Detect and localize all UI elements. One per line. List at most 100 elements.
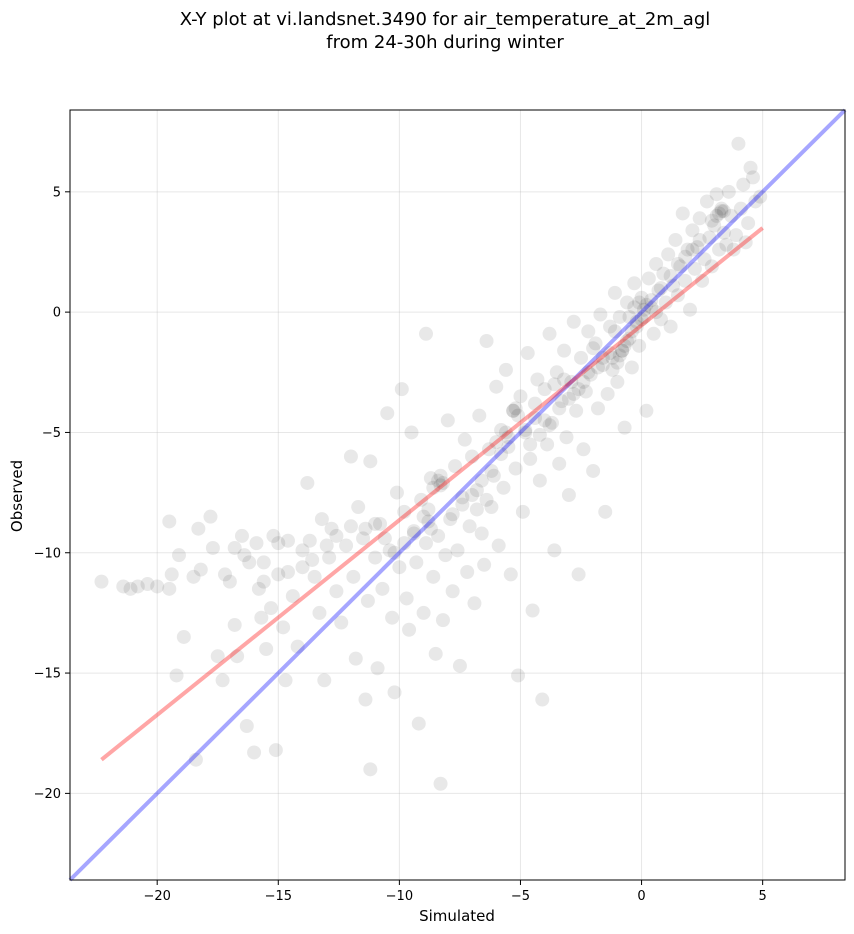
scatter-point (571, 382, 586, 397)
scatter-point (404, 425, 419, 440)
scatter-point (234, 528, 249, 543)
scatter-point (692, 232, 707, 247)
scatter-point (547, 377, 562, 392)
scatter-point (542, 418, 557, 433)
scatter-point (346, 569, 361, 584)
x-tick-label: 5 (759, 889, 767, 904)
scatter-point (695, 273, 710, 288)
scatter-point (406, 524, 421, 539)
scatter-point (501, 439, 516, 454)
scatter-point (280, 565, 295, 579)
scatter-point (484, 463, 499, 478)
scatter-point (646, 326, 661, 341)
scatter-point (368, 516, 383, 531)
scatter-point (697, 252, 712, 267)
scatter-point (590, 360, 605, 375)
scatter-point (525, 603, 540, 618)
scatter-point (632, 338, 647, 353)
scatter-point (532, 427, 547, 442)
scatter-point (169, 668, 184, 683)
scatter-point (649, 305, 664, 320)
scatter-point (176, 629, 191, 644)
scatter-point (644, 293, 659, 308)
scatter-point (435, 475, 450, 490)
scatter-point (574, 350, 589, 365)
scatter-point (307, 569, 322, 584)
scatter-point (445, 507, 460, 522)
scatter-point (523, 437, 538, 452)
scatter-point (423, 471, 438, 486)
scatter-point (448, 459, 463, 474)
scatter-point (586, 341, 601, 356)
scatter-point (615, 343, 630, 358)
scatter-point (663, 319, 678, 334)
y-tick-label: −20 (34, 787, 61, 802)
scatter-point (317, 673, 332, 688)
scatter-point (532, 473, 547, 488)
scatter-point (280, 533, 295, 548)
scatter-point (639, 297, 654, 312)
scatter-point (486, 468, 501, 483)
y-tick-label: −15 (34, 667, 61, 682)
scatter-point (322, 550, 337, 565)
scatter-point (528, 396, 542, 411)
scatter-point (251, 581, 266, 596)
scatter-point (617, 338, 632, 353)
scatter-point (537, 382, 552, 397)
scatter-point (421, 514, 436, 529)
scatter-point (699, 194, 714, 209)
scatter-point (624, 360, 639, 375)
scatter-point (162, 581, 177, 596)
scatter-point (237, 548, 252, 563)
scatter-point (557, 343, 572, 358)
scatter-point (586, 463, 601, 478)
scatter-point (380, 406, 395, 421)
scatter-point (498, 362, 513, 377)
scatter-point (397, 536, 412, 551)
scatter-point (685, 242, 700, 257)
scatter-point (474, 526, 489, 541)
scatter-point (397, 504, 412, 519)
scatter-point (123, 581, 138, 596)
scatter-point (523, 451, 538, 466)
scatter-point (385, 610, 400, 625)
scatter-point (479, 492, 494, 507)
scatter-point (636, 309, 651, 324)
scatter-point (576, 374, 591, 389)
scatter-point (624, 324, 639, 339)
scatter-point (249, 536, 264, 551)
scatter-point (603, 346, 618, 361)
scatter-point (247, 745, 262, 760)
scatter-point (605, 350, 620, 365)
scatter-point (712, 242, 727, 257)
scatter-point (745, 170, 760, 185)
scatter-point (360, 593, 375, 608)
scatter-point (406, 526, 421, 541)
scatter-point (511, 408, 526, 423)
scatter-point (561, 391, 576, 406)
scatter-point (540, 437, 555, 452)
scatter-point (186, 569, 201, 584)
scatter-point (634, 312, 649, 327)
regression-line (100, 226, 764, 762)
scatter-point (285, 589, 300, 604)
scatter-point (171, 548, 186, 563)
scatter-point (242, 555, 257, 570)
x-tick-label: 0 (637, 889, 645, 904)
scatter-point (419, 326, 434, 341)
y-tick-label: −10 (34, 546, 61, 561)
scatter-point (675, 206, 690, 221)
scatter-point (302, 533, 317, 548)
scatter-point (724, 208, 739, 223)
scatter-point (552, 401, 567, 416)
scatter-point (661, 247, 676, 262)
x-tick-label: −20 (143, 889, 170, 904)
scatter-point (612, 348, 627, 363)
scatter-point (433, 478, 448, 493)
scatter-point (653, 312, 668, 327)
scatter-point (329, 584, 344, 599)
scatter-point (358, 521, 373, 536)
scatter-point (501, 430, 516, 445)
y-tick-label: −5 (42, 426, 61, 441)
scatter-point (498, 425, 513, 440)
